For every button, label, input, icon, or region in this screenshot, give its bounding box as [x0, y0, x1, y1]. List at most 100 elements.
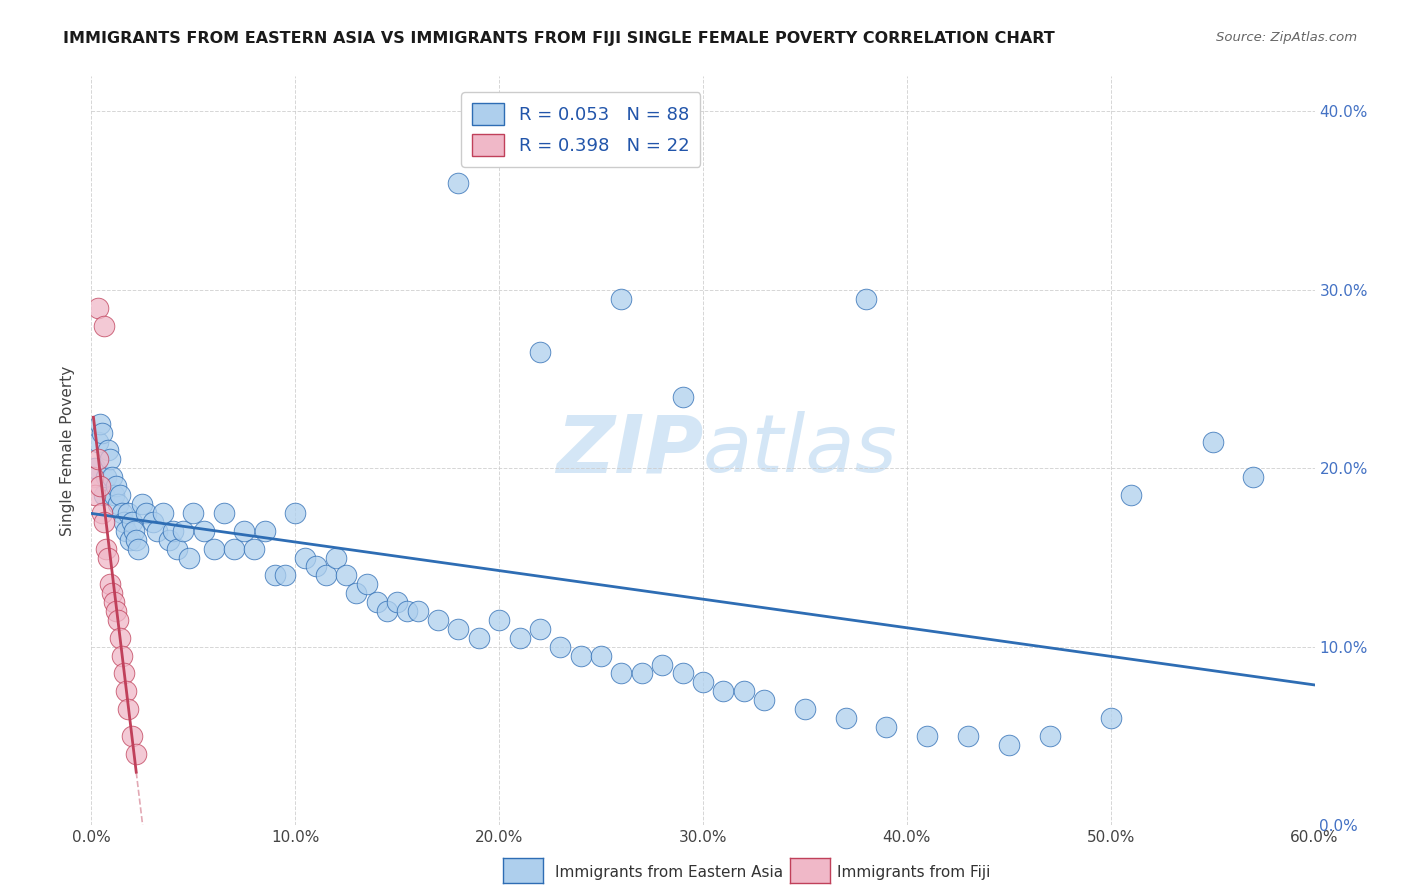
- Point: [93, 515, 115, 529]
- Point: [325, 550, 347, 565]
- Point: [509, 631, 531, 645]
- Point: [145, 524, 167, 538]
- Point: [172, 524, 194, 538]
- Point: [115, 524, 138, 538]
- Point: [733, 684, 755, 698]
- Point: [103, 595, 125, 609]
- Point: [1038, 729, 1062, 743]
- Point: [447, 622, 470, 636]
- Point: [212, 506, 235, 520]
- Point: [233, 524, 256, 538]
- Point: [104, 604, 127, 618]
- Point: [107, 497, 129, 511]
- Point: [692, 675, 714, 690]
- Point: [875, 720, 898, 734]
- Point: [82, 470, 104, 484]
- Point: [956, 729, 979, 743]
- Point: [89, 417, 111, 431]
- Point: [101, 586, 124, 600]
- Point: [84, 488, 107, 502]
- Point: [101, 470, 124, 484]
- Point: [346, 586, 368, 600]
- Point: [253, 524, 276, 538]
- Point: [274, 568, 297, 582]
- Point: [835, 711, 858, 725]
- Point: [550, 640, 572, 654]
- Point: [754, 693, 776, 707]
- Y-axis label: Single Female Poverty: Single Female Poverty: [60, 366, 76, 535]
- Point: [335, 568, 357, 582]
- Point: [467, 631, 491, 645]
- Point: [86, 434, 108, 449]
- Point: [103, 488, 125, 502]
- Point: [117, 702, 139, 716]
- Point: [111, 506, 134, 520]
- Point: [1121, 488, 1143, 502]
- Point: [193, 524, 215, 538]
- Point: [998, 738, 1021, 752]
- Point: [917, 729, 939, 743]
- Point: [529, 345, 551, 359]
- Point: [121, 729, 143, 743]
- Point: [112, 515, 135, 529]
- Text: Immigrants from Fiji: Immigrants from Fiji: [837, 865, 990, 880]
- Point: [488, 613, 510, 627]
- Point: [94, 470, 117, 484]
- Point: [89, 479, 111, 493]
- Text: Immigrants from Eastern Asia: Immigrants from Eastern Asia: [555, 865, 783, 880]
- Point: [793, 702, 815, 716]
- Point: [93, 318, 115, 333]
- Point: [366, 595, 388, 609]
- Point: [131, 497, 153, 511]
- Point: [127, 541, 149, 556]
- Point: [84, 461, 107, 475]
- Point: [125, 747, 148, 761]
- Text: ZIP: ZIP: [555, 411, 703, 490]
- Point: [111, 648, 134, 663]
- Point: [115, 684, 138, 698]
- Point: [610, 666, 633, 681]
- Point: [672, 390, 695, 404]
- Point: [651, 657, 673, 672]
- Point: [672, 666, 695, 681]
- Point: [569, 648, 592, 663]
- Point: [141, 515, 163, 529]
- Point: [98, 452, 121, 467]
- Point: [157, 533, 180, 547]
- Legend: R = 0.053   N = 88, R = 0.398   N = 22: R = 0.053 N = 88, R = 0.398 N = 22: [461, 93, 700, 167]
- Point: [125, 533, 148, 547]
- Point: [162, 524, 184, 538]
- Point: [135, 506, 157, 520]
- Point: [108, 631, 131, 645]
- Point: [304, 559, 326, 574]
- Point: [385, 595, 409, 609]
- Point: [120, 533, 142, 547]
- Point: [1243, 470, 1265, 484]
- Point: [631, 666, 654, 681]
- Point: [121, 515, 143, 529]
- Point: [294, 550, 316, 565]
- Point: [98, 577, 121, 591]
- Point: [94, 541, 117, 556]
- Point: [97, 550, 120, 565]
- Point: [86, 452, 108, 467]
- Point: [396, 604, 419, 618]
- Point: [315, 568, 337, 582]
- Point: [1099, 711, 1122, 725]
- Point: [122, 524, 145, 538]
- Point: [711, 684, 734, 698]
- Point: [107, 613, 129, 627]
- Point: [179, 550, 201, 565]
- Text: IMMIGRANTS FROM EASTERN ASIA VS IMMIGRANTS FROM FIJI SINGLE FEMALE POVERTY CORRE: IMMIGRANTS FROM EASTERN ASIA VS IMMIGRAN…: [63, 31, 1054, 46]
- Point: [375, 604, 398, 618]
- Point: [183, 506, 205, 520]
- Point: [855, 292, 877, 306]
- Point: [97, 443, 120, 458]
- Point: [104, 479, 127, 493]
- Point: [610, 292, 633, 306]
- Point: [117, 506, 139, 520]
- Point: [1202, 434, 1225, 449]
- Point: [93, 488, 115, 502]
- Point: [427, 613, 450, 627]
- Point: [152, 506, 174, 520]
